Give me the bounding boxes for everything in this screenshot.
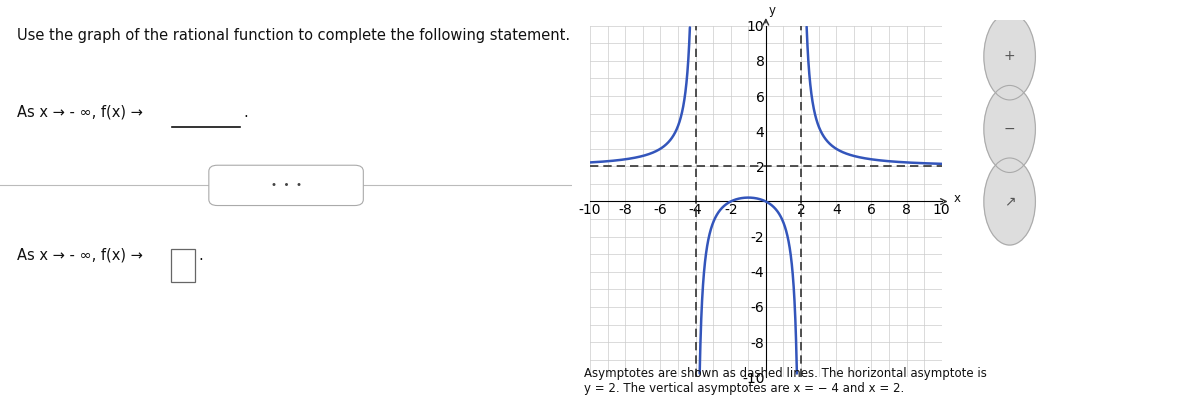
- Text: Asymptotes are shown as dashed lines. The horizontal asymptote is
y = 2. The ver: Asymptotes are shown as dashed lines. Th…: [584, 367, 987, 395]
- Circle shape: [983, 13, 1036, 100]
- FancyBboxPatch shape: [170, 249, 194, 282]
- Text: .: .: [199, 248, 204, 263]
- Text: +: +: [1004, 50, 1016, 63]
- Text: As x → - ∞, f(x) →: As x → - ∞, f(x) →: [17, 248, 143, 263]
- Text: −: −: [1004, 122, 1016, 136]
- Text: y: y: [769, 4, 776, 17]
- Text: ↗: ↗: [1004, 195, 1016, 208]
- Text: .: .: [243, 105, 248, 120]
- Text: As x → - ∞, f(x) →: As x → - ∞, f(x) →: [17, 105, 143, 120]
- Text: Use the graph of the rational function to complete the following statement.: Use the graph of the rational function t…: [17, 28, 570, 43]
- Text: x: x: [954, 192, 961, 206]
- Text: •  •  •: • • •: [271, 180, 302, 189]
- FancyBboxPatch shape: [209, 165, 364, 206]
- Circle shape: [983, 158, 1036, 245]
- Circle shape: [983, 85, 1036, 172]
